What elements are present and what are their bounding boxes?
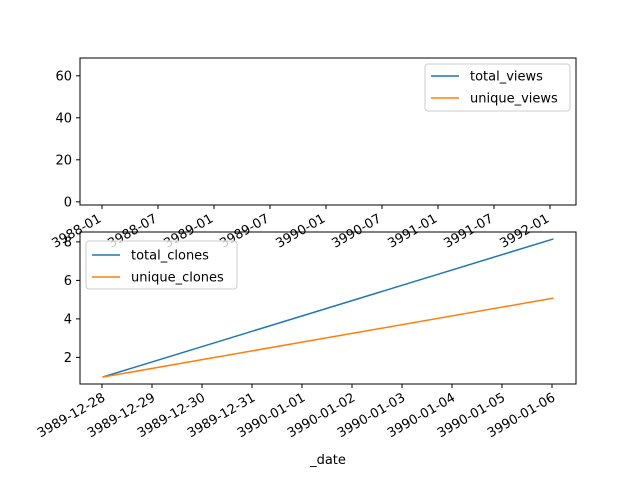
bottom-y-tick-label: 2 (64, 351, 72, 366)
bottom-legend: total_clones unique_clones (85, 240, 238, 290)
bottom-legend-box (85, 240, 238, 290)
bottom-x-axis-label: _date (309, 453, 346, 468)
bottom-axes-frame (79, 231, 577, 385)
bottom-y-ticks: 2 4 6 8 (64, 235, 80, 366)
bottom-y-tick-label: 6 (64, 274, 72, 289)
series-line-total-clones (102, 238, 554, 378)
top-legend: total_views unique_views (424, 63, 571, 112)
top-legend-label-total-views: total_views (470, 70, 543, 85)
bottom-legend-label-unique-clones: unique_clones (131, 271, 224, 286)
bottom-legend-label-total-clones: total_clones (131, 249, 209, 264)
top-y-ticks: 0 20 40 60 (55, 69, 80, 210)
top-y-tick-label: 40 (55, 111, 72, 126)
bottom-series-lines (102, 238, 554, 378)
top-y-tick-label: 0 (64, 195, 72, 210)
bottom-y-tick-label: 8 (64, 235, 72, 250)
top-y-tick-label: 20 (55, 153, 72, 168)
bottom-y-tick-label: 4 (64, 312, 72, 327)
top-y-tick-label: 60 (55, 69, 72, 84)
top-axes-frame (79, 57, 577, 206)
top-legend-label-unique-views: unique_views (470, 92, 558, 107)
top-legend-box (424, 63, 571, 112)
series-line-unique-clones (102, 297, 554, 378)
